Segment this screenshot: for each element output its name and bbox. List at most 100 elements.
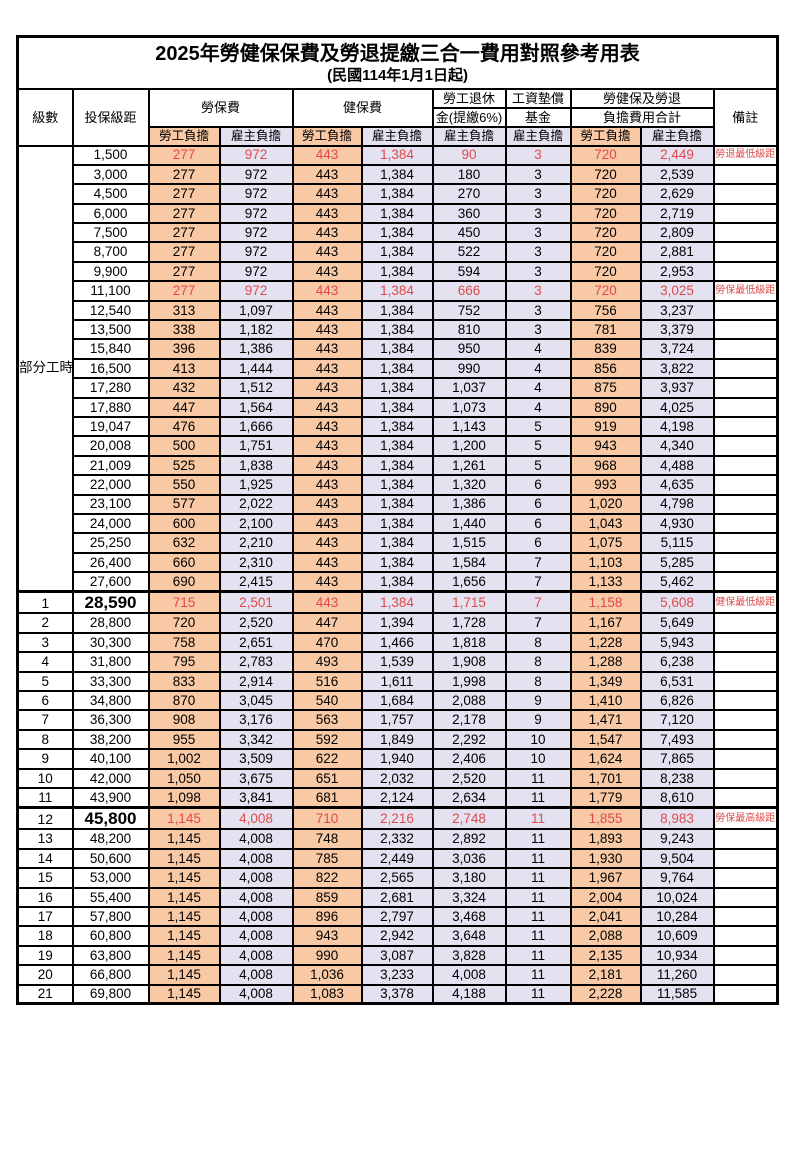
labor-employer-cell: 2,520 [218,612,294,634]
labor-employer-cell: 972 [218,202,294,225]
fund-employer-cell: 11 [504,867,572,889]
table-row: 23,100 577 2,022 443 1,384 1,386 6 1,020 4,798 [18,493,779,515]
total-employer-cell: 9,504 [639,847,715,870]
fund-employer-cell: 11 [504,925,572,947]
health-employee-cell: 748 [291,828,363,850]
bracket-cell: 16,500 [71,357,150,380]
labor-employee-cell: 277 [147,144,221,166]
remark-cell [712,512,779,535]
total-employer-cell: 7,120 [639,709,715,731]
total-employee-cell: 720 [569,202,642,225]
health-employee-cell: 443 [291,338,363,360]
pension-employer-cell: 1,656 [431,571,507,593]
labor-employer-cell: 972 [218,222,294,244]
health-employee-cell: 443 [291,377,363,399]
labor-employee-cell: 1,098 [147,786,221,809]
remark-cell [712,905,779,928]
labor-employee-cell: 1,145 [147,828,221,850]
remark-cell [712,551,779,574]
total-employee-cell: 856 [569,357,642,380]
bracket-cell: 38,200 [71,728,150,751]
pension-employer-cell: 360 [431,202,507,225]
total-employee-cell: 875 [569,377,642,399]
pension-employer-cell: 180 [431,163,507,186]
health-employee-cell: 443 [291,280,363,302]
table-row: 4,500 277 972 443 1,384 270 3 720 2,629 [18,183,779,205]
total-employee-cell: 839 [569,338,642,360]
labor-employer-cell: 972 [218,260,294,283]
bracket-cell: 28,590 [71,590,150,615]
bracket-cell: 4,500 [71,183,150,205]
pension-employer-cell: 3,468 [431,905,507,928]
total-employer-cell: 3,379 [639,318,715,341]
health-employer-cell: 1,384 [360,144,434,166]
health-employer-cell: 1,384 [360,357,434,380]
header-bracket: 投保級距 [71,87,150,147]
remark-cell [712,299,779,322]
labor-employer-cell: 4,008 [218,867,294,889]
fund-employer-cell: 11 [504,806,572,831]
total-employer-cell: 2,719 [639,202,715,225]
labor-employer-cell: 4,008 [218,944,294,967]
remark-cell [712,202,779,225]
total-employer-cell: 9,243 [639,828,715,850]
pension-employer-cell: 3,180 [431,867,507,889]
bracket-cell: 7,500 [71,222,150,244]
total-employer-cell: 5,285 [639,551,715,574]
health-employee-cell: 990 [291,944,363,967]
health-employee-cell: 443 [291,163,363,186]
pension-employer-cell: 1,037 [431,377,507,399]
labor-employee-cell: 600 [147,512,221,535]
remark-cell [712,944,779,967]
pension-employer-cell: 2,634 [431,786,507,809]
labor-employee-cell: 715 [147,590,221,615]
labor-employee-cell: 277 [147,222,221,244]
labor-employee-cell: 1,145 [147,964,221,986]
health-employee-cell: 592 [291,728,363,751]
health-employee-cell: 443 [291,202,363,225]
health-employer-cell: 1,384 [360,280,434,302]
remark-cell [712,454,779,477]
pension-employer-cell: 1,143 [431,415,507,438]
fund-employer-cell: 11 [504,767,572,790]
part-time-label: 部分工時 [16,144,74,593]
pension-employer-cell: 1,998 [431,670,507,693]
bracket-cell: 15,840 [71,338,150,360]
page-subtitle: (民國114年1月1日起) [327,67,468,84]
total-employer-cell: 3,237 [639,299,715,322]
health-employer-cell: 1,384 [360,183,434,205]
level-cell: 7 [16,709,74,731]
table-row: 9 40,100 1,002 3,509 622 1,940 2,406 10 1,624 7,8… [16,748,779,770]
pension-employer-cell: 1,515 [431,532,507,554]
health-employer-cell: 1,384 [360,202,434,225]
total-employee-cell: 2,004 [569,886,642,908]
health-employer-cell: 1,384 [360,435,434,457]
bracket-cell: 17,280 [71,377,150,399]
fund-employer-cell: 9 [504,709,572,731]
bracket-cell: 48,200 [71,828,150,850]
level-cell: 17 [16,905,74,928]
table-row: 11,100 277 972 443 1,384 666 3 720 3,025 勞保最低級距 [18,280,779,302]
table-row: 17 57,800 1,145 4,008 896 2,797 3,468 11 2,041 10… [16,905,779,928]
total-employer-cell: 6,238 [639,651,715,673]
level-cell: 14 [16,847,74,870]
remark-cell [712,377,779,399]
total-employer-cell: 8,610 [639,786,715,809]
labor-employer-cell: 1,564 [218,396,294,418]
pension-employer-cell: 2,748 [431,806,507,831]
fund-employer-cell: 8 [504,631,572,654]
health-employee-cell: 443 [291,318,363,341]
bracket-cell: 63,800 [71,944,150,967]
health-employer-cell: 1,384 [360,571,434,593]
pension-employer-cell: 3,828 [431,944,507,967]
pension-employer-cell: 1,728 [431,612,507,634]
total-employer-cell: 3,822 [639,357,715,380]
total-employee-cell: 720 [569,241,642,263]
title-row: 2025年勞健保保費及勞退提繳三合一費用對照參考用表 (民國114年1月1日起) [16,35,779,90]
pension-employer-cell: 4,008 [431,964,507,986]
level-cell: 10 [16,767,74,790]
remark-cell [712,474,779,496]
labor-employee-cell: 277 [147,183,221,205]
remark-cell [712,748,779,770]
health-employee-cell: 622 [291,748,363,770]
